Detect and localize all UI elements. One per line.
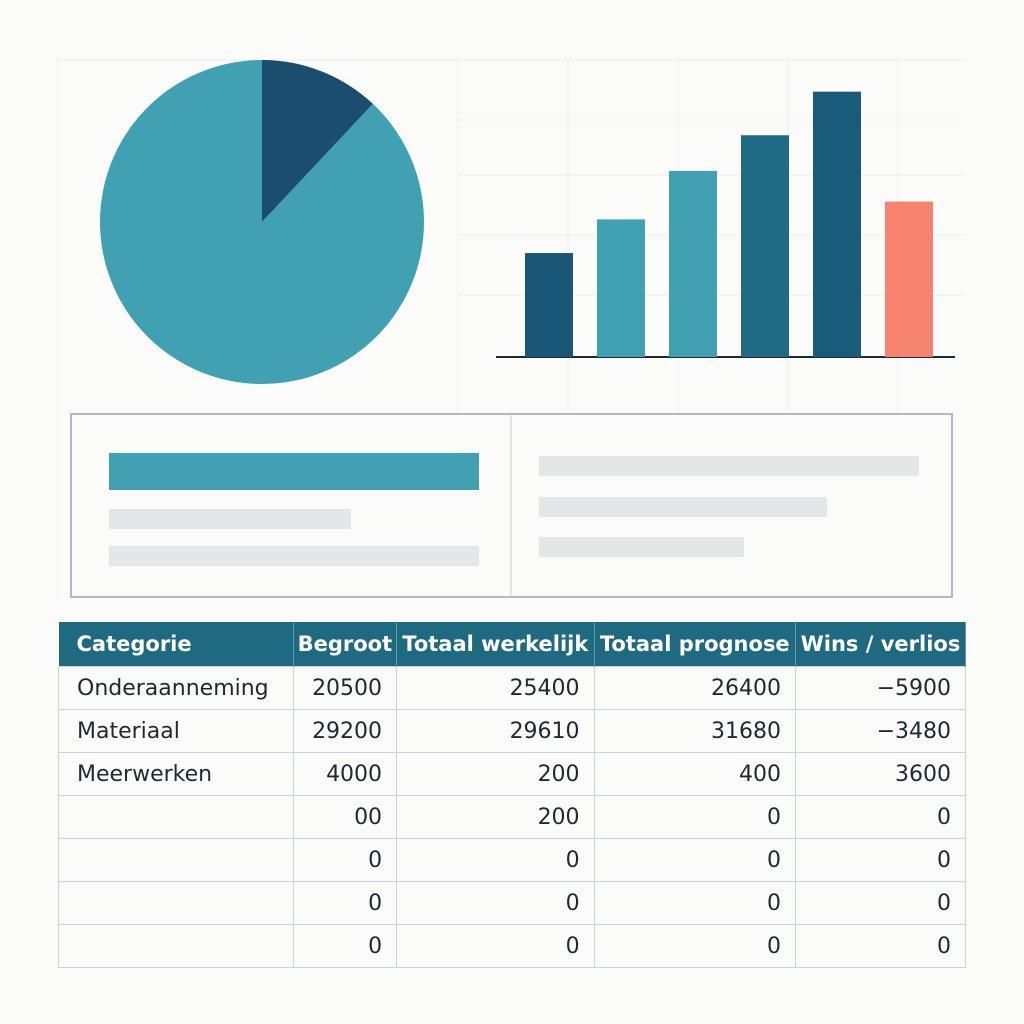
table-cell: 0 <box>396 838 595 882</box>
bar <box>669 170 717 357</box>
table-cell <box>58 881 294 925</box>
table-cell: 0 <box>593 838 796 882</box>
table-row: Meerwerken 4000 200 400 3600 <box>58 752 967 796</box>
table-cell: 0 <box>794 795 967 839</box>
table-cell: −5900 <box>794 666 967 710</box>
bar <box>525 253 573 357</box>
bar <box>741 135 789 357</box>
table-cell: Meerwerken <box>58 752 294 796</box>
placeholder-panel <box>70 413 953 598</box>
table-row: Onderaanneming 20500 25400 26400 −5900 <box>58 666 967 710</box>
table-cell: 4000 <box>292 752 398 796</box>
table-cell <box>58 838 294 882</box>
table-row: Materiaal 29200 29610 31680 −3480 <box>58 709 967 753</box>
table-cell: −3480 <box>794 709 967 753</box>
table-cell <box>58 924 294 968</box>
bar <box>597 219 645 357</box>
table-cell: 0 <box>593 795 796 839</box>
table-cell: 0 <box>396 924 595 968</box>
bar <box>885 201 933 357</box>
bar <box>813 91 861 358</box>
pie-slice <box>262 60 373 222</box>
table-row: 00 200 0 0 <box>58 795 967 839</box>
table-cell: 0 <box>794 838 967 882</box>
header-cell: Totaal werkelijk <box>396 622 595 667</box>
table-cell: 29610 <box>396 709 595 753</box>
table-cell: 0 <box>292 924 398 968</box>
table-cell: 0 <box>593 881 796 925</box>
table-cell: 26400 <box>593 666 796 710</box>
header-cell: Totaal prognose <box>594 622 796 667</box>
table-cell: 3600 <box>794 752 967 796</box>
table-cell <box>58 795 294 839</box>
header-cell: Begroot <box>293 622 398 667</box>
table-cell: 0 <box>396 881 595 925</box>
table-cell: Materiaal <box>58 709 294 753</box>
budget-table: Categorie Begroot Totaal werkelijk Totaal p… <box>58 622 967 968</box>
table-cell: Onderaanneming <box>58 666 294 710</box>
table-cell: 29200 <box>292 709 398 753</box>
table-cell: 0 <box>593 924 796 968</box>
table-cell: 31680 <box>593 709 796 753</box>
table-cell: 0 <box>794 924 967 968</box>
table-cell: 25400 <box>396 666 595 710</box>
header-cell: Categorie <box>58 622 294 667</box>
pie-slice <box>100 60 424 384</box>
table-cell: 400 <box>593 752 796 796</box>
table-cell: 0 <box>794 881 967 925</box>
table-cell: 200 <box>396 795 595 839</box>
table-cell: 00 <box>292 795 398 839</box>
table-cell: 20500 <box>292 666 398 710</box>
table-cell: 0 <box>292 838 398 882</box>
header-cell: Wins / verlios <box>795 622 967 667</box>
table-cell: 0 <box>292 881 398 925</box>
table-cell: 200 <box>396 752 595 796</box>
